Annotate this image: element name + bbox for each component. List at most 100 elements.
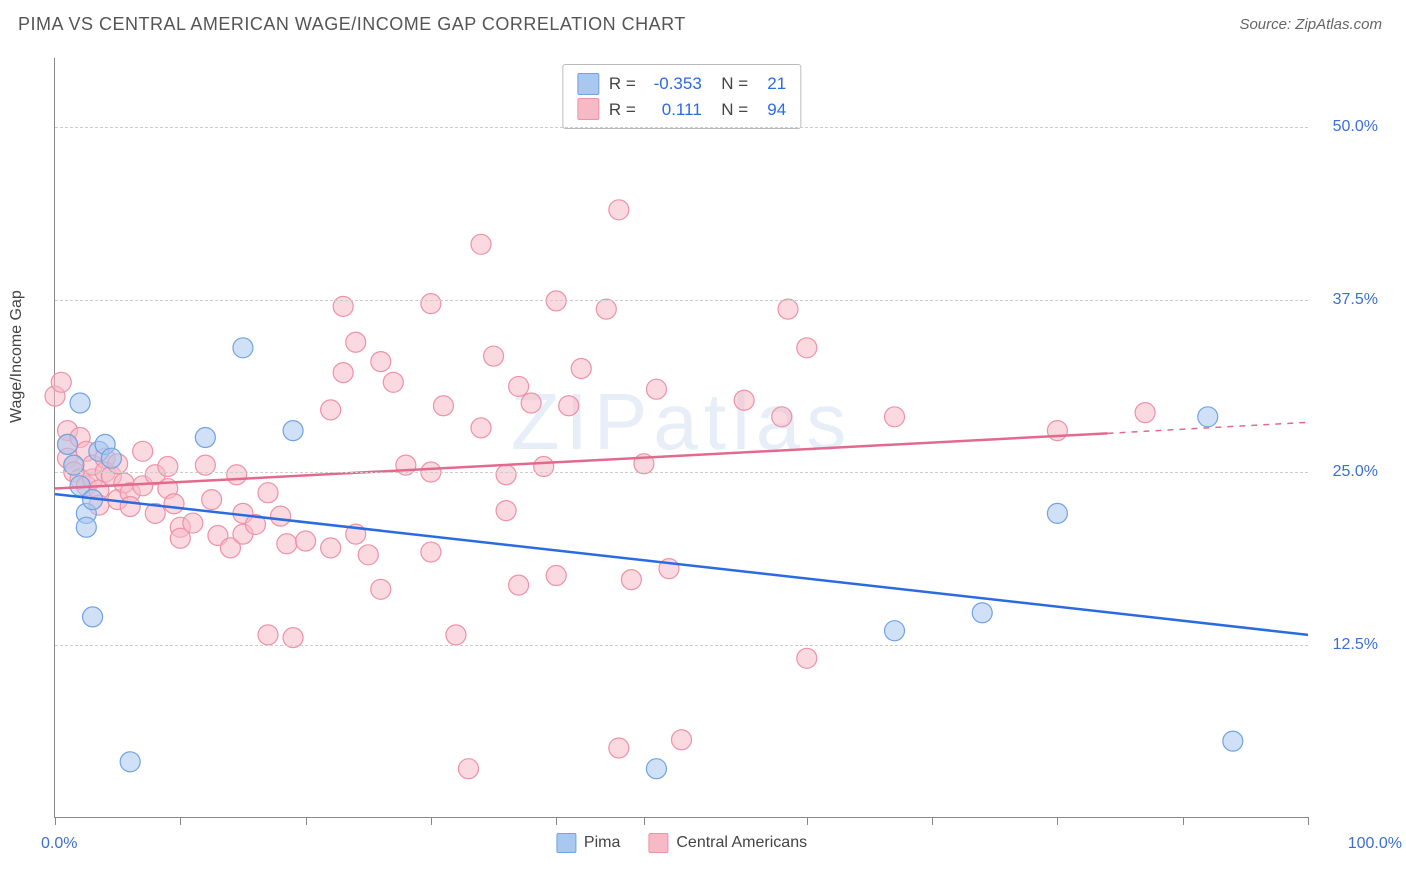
scatter-point [258,625,278,645]
x-axis-min-label: 0.0% [41,835,77,853]
scatter-point [58,434,78,454]
gridline-h [55,300,1308,301]
x-tick [1183,817,1184,825]
scatter-point [277,534,297,554]
legend-swatch-ca [648,833,668,853]
scatter-point [609,200,629,220]
scatter-point [51,372,71,392]
chart-container: Wage/Income Gap ZIPatlas 0.0% 100.0% Pim… [18,52,1388,874]
x-tick [431,817,432,825]
header: PIMA VS CENTRAL AMERICAN WAGE/INCOME GAP… [0,0,1406,45]
scatter-point [296,531,316,551]
scatter-point [496,501,516,521]
scatter-point [596,299,616,319]
y-tick-label: 25.0% [1333,463,1378,481]
scatter-point [621,570,641,590]
scatter-point [271,506,291,526]
legend-item-pima: Pima [556,833,620,853]
scatter-point [1223,731,1243,751]
scatter-point [496,465,516,485]
stats-n-pima: 21 [758,71,786,97]
y-tick-label: 12.5% [1333,636,1378,654]
x-tick [306,817,307,825]
scatter-point [546,566,566,586]
scatter-point [1047,503,1067,523]
gridline-h [55,645,1308,646]
scatter-point [534,456,554,476]
stats-r-pima: -0.353 [646,71,702,97]
scatter-point [734,390,754,410]
legend-swatch-pima [556,833,576,853]
stats-n-ca: 94 [758,97,786,123]
scatter-point [233,338,253,358]
y-axis-label: Wage/Income Gap [8,290,26,423]
x-axis-max-label: 100.0% [1348,835,1402,853]
scatter-point [346,332,366,352]
scatter-point [471,418,491,438]
gridline-h [55,472,1308,473]
scatter-point [778,299,798,319]
x-tick [807,817,808,825]
scatter-point [559,396,579,416]
x-tick [556,817,557,825]
gridline-h [55,127,1308,128]
x-tick [55,817,56,825]
plot-area: ZIPatlas 0.0% 100.0% Pima Central Americ… [54,58,1308,818]
source-attribution: Source: ZipAtlas.com [1239,16,1382,33]
scatter-point [83,607,103,627]
scatter-point [120,497,140,517]
scatter-point [227,465,247,485]
scatter-point [521,393,541,413]
stats-swatch-ca [577,98,599,120]
y-tick-label: 50.0% [1333,118,1378,136]
scatter-point [797,338,817,358]
x-tick [1057,817,1058,825]
scatter-point [797,648,817,668]
legend-item-ca: Central Americans [648,833,807,853]
legend-label-ca: Central Americans [676,834,807,852]
scatter-point [183,513,203,533]
legend-bottom: Pima Central Americans [556,833,807,853]
scatter-point [458,759,478,779]
stats-r-ca: 0.111 [646,97,702,123]
scatter-point [164,494,184,514]
scatter-point [484,346,504,366]
scatter-point [1198,407,1218,427]
scatter-point [158,456,178,476]
scatter-point [509,376,529,396]
chart-title: PIMA VS CENTRAL AMERICAN WAGE/INCOME GAP… [18,14,686,35]
scatter-point [333,363,353,383]
x-tick [644,817,645,825]
scatter-point [885,407,905,427]
scatter-point [772,407,792,427]
scatter-point [283,421,303,441]
scatter-point [446,625,466,645]
scatter-point [509,575,529,595]
scatter-point [646,379,666,399]
scatter-point [383,372,403,392]
scatter-point [546,291,566,311]
scatter-point [202,490,222,510]
scatter-point [70,393,90,413]
stats-swatch-pima [577,73,599,95]
scatter-point [471,234,491,254]
scatter-point [371,579,391,599]
scatter-point [195,428,215,448]
scatter-point [133,441,153,461]
scatter-point [421,542,441,562]
scatter-point [672,730,692,750]
stats-row-pima: R = -0.353 N = 21 [577,71,786,97]
scatter-point [120,752,140,772]
scatter-point [321,400,341,420]
scatter-point [101,448,121,468]
scatter-point [421,294,441,314]
scatter-point [972,603,992,623]
scatter-point [885,621,905,641]
scatter-point [1135,403,1155,423]
legend-label-pima: Pima [584,834,620,852]
scatter-point [571,359,591,379]
scatter-point [76,517,96,537]
y-tick-label: 37.5% [1333,291,1378,309]
scatter-point [646,759,666,779]
scatter-point [358,545,378,565]
